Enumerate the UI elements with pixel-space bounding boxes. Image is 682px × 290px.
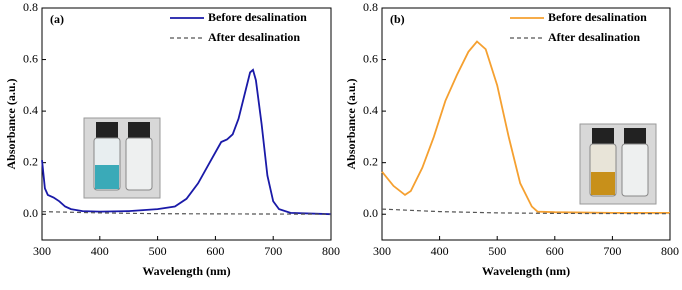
x-tick-label: 700 [264, 244, 282, 258]
panel: 300 400 500 600 700 800 0.0 0.2 0.4 0.6 0.8 Wavelen… [344, 0, 679, 278]
photo-a [83, 117, 161, 199]
panel: 300 400 500 600 700 800 0.0 0.2 0.4 0.6 0.8 Wavelen… [4, 0, 340, 278]
y-tick-label: 0.8 [363, 0, 378, 14]
panel-label: (a) [50, 12, 64, 26]
photo-b [579, 123, 657, 205]
y-tick-label: 0.2 [23, 154, 38, 168]
x-tick-label: 600 [206, 244, 224, 258]
x-tick-label: 800 [661, 244, 679, 258]
panel-label: (b) [390, 12, 405, 26]
x-tick-label: 700 [603, 244, 621, 258]
x-tick-label: 500 [149, 244, 167, 258]
y-tick-label: 0.6 [23, 51, 38, 65]
legend-label: Before desalination [548, 10, 647, 24]
series-line [41, 68, 332, 216]
y-tick-label: 0.4 [363, 103, 378, 117]
x-tick-label: 400 [91, 244, 109, 258]
legend-label: After desalination [548, 30, 640, 44]
legend-label: Before desalination [208, 10, 307, 24]
y-tick-label: 0.8 [23, 0, 38, 14]
x-axis-label: Wavelength (nm) [482, 264, 570, 278]
y-axis-label: Absorbance (a.u.) [344, 78, 358, 169]
y-axis-label: Absorbance (a.u.) [4, 78, 18, 169]
x-tick-label: 300 [33, 244, 51, 258]
x-tick-label: 800 [322, 244, 340, 258]
x-tick-label: 300 [373, 244, 391, 258]
x-tick-label: 600 [546, 244, 564, 258]
series-line [381, 208, 671, 215]
y-tick-label: 0.0 [23, 206, 38, 220]
y-tick-label: 0.2 [363, 154, 378, 168]
plot-frame [381, 7, 671, 241]
series-line [41, 211, 332, 215]
y-tick-label: 0.4 [23, 103, 38, 117]
y-tick-label: 0.0 [363, 206, 378, 220]
x-tick-label: 400 [431, 244, 449, 258]
plot-frame [41, 7, 332, 241]
legend-label: After desalination [208, 30, 300, 44]
x-axis-label: Wavelength (nm) [142, 264, 230, 278]
series-line [381, 40, 670, 214]
y-tick-label: 0.6 [363, 51, 378, 65]
x-tick-label: 500 [488, 244, 506, 258]
